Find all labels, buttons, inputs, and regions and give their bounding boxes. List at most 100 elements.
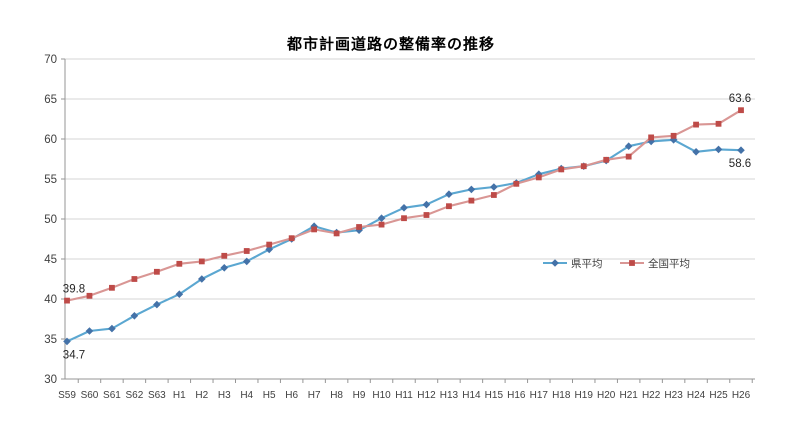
x-tick-label: H12 xyxy=(417,390,436,401)
x-tick-label: H17 xyxy=(530,390,549,401)
data-point-marker xyxy=(333,230,340,237)
data-label-34.7: 34.7 xyxy=(63,349,85,361)
legend-item-prefecture-average: 県平均 xyxy=(543,258,603,270)
data-point-marker xyxy=(400,204,408,212)
data-point-marker xyxy=(580,163,587,170)
chart-title: 都市計画道路の整備率の推移 xyxy=(286,36,495,53)
x-tick-label: H22 xyxy=(642,390,661,401)
data-point-marker xyxy=(422,200,431,209)
y-tick-label: 60 xyxy=(44,134,57,146)
data-point-marker xyxy=(198,275,206,283)
data-point-marker xyxy=(153,300,161,309)
x-tick-label: H13 xyxy=(440,390,459,401)
legend: 県平均 全国平均 xyxy=(543,257,690,270)
data-point-marker xyxy=(311,226,318,233)
data-point-marker xyxy=(445,190,453,198)
data-point-marker xyxy=(446,203,452,210)
x-tick-label: H5 xyxy=(263,390,276,401)
data-point-marker xyxy=(692,148,700,156)
series-line xyxy=(66,138,742,343)
data-point-marker xyxy=(378,221,385,228)
x-tick-label: H8 xyxy=(330,390,343,401)
data-point-marker xyxy=(401,215,407,222)
data-point-marker xyxy=(737,146,745,154)
data-point-marker xyxy=(243,248,250,254)
x-tick-label: H25 xyxy=(709,390,728,401)
data-point-marker xyxy=(423,212,430,218)
axes: 30 35 40 45 50 55 60 65 70 S59 S60 S61 S62 S63 H1 H2 H3 H… xyxy=(44,54,755,401)
y-tick-label: 30 xyxy=(44,374,57,386)
x-tick-label: H18 xyxy=(552,390,571,401)
x-tick-label: H15 xyxy=(485,390,504,401)
data-point-marker xyxy=(221,252,228,259)
y-tick-label: 35 xyxy=(44,334,57,346)
data-point-marker xyxy=(377,214,386,222)
x-tick-label: H10 xyxy=(372,390,391,401)
x-tick-label: H20 xyxy=(597,390,616,401)
data-point-marker xyxy=(176,260,183,267)
data-point-marker xyxy=(558,166,565,173)
data-point-marker xyxy=(535,174,542,181)
data-point-marker xyxy=(220,264,229,272)
data-point-marker xyxy=(242,257,251,266)
x-tick-label: S63 xyxy=(148,390,166,401)
gridlines xyxy=(65,58,755,340)
x-tick-label: S62 xyxy=(126,390,144,401)
x-tick-label: H21 xyxy=(619,390,638,401)
series-national-average xyxy=(64,107,744,304)
data-point-marker xyxy=(108,324,116,333)
x-tick-label: H16 xyxy=(507,390,526,401)
data-point-marker xyxy=(738,107,744,114)
x-tick-label: S59 xyxy=(58,390,76,401)
y-tick-label: 70 xyxy=(44,54,57,66)
y-tick-label: 50 xyxy=(44,214,57,226)
x-tick-label: H6 xyxy=(285,390,298,401)
x-tick-label: H26 xyxy=(732,390,751,401)
data-point-marker xyxy=(715,120,722,127)
x-tick-label: H1 xyxy=(173,390,186,401)
x-tick-label: H2 xyxy=(195,390,208,401)
legend-item-national-average: 全国平均 xyxy=(620,257,690,270)
data-point-marker xyxy=(288,235,295,242)
x-tick-label: H3 xyxy=(218,390,231,401)
data-label-63.6: 63.6 xyxy=(729,93,751,105)
data-point-marker xyxy=(131,276,138,282)
data-point-marker xyxy=(109,284,115,291)
data-point-marker xyxy=(625,153,632,160)
x-tick-label: H23 xyxy=(664,390,683,401)
data-point-marker xyxy=(648,134,655,141)
x-tick-label: H14 xyxy=(462,390,481,401)
y-tick-label: 65 xyxy=(44,94,57,106)
y-tick-label: 55 xyxy=(44,174,57,186)
data-point-marker xyxy=(603,156,610,163)
x-tick-label: H9 xyxy=(353,390,366,401)
data-point-marker xyxy=(266,241,273,248)
data-point-marker xyxy=(63,337,71,346)
legend-label: 全国平均 xyxy=(648,257,690,270)
data-point-marker xyxy=(629,260,635,266)
series-prefecture-average xyxy=(63,136,745,346)
data-label-39.8: 39.8 xyxy=(63,284,85,296)
data-point-marker xyxy=(551,259,559,267)
data-point-marker xyxy=(310,222,318,230)
data-point-marker xyxy=(356,224,362,230)
data-point-marker xyxy=(85,327,94,335)
data-point-marker xyxy=(468,197,475,204)
legend-label: 県平均 xyxy=(571,258,603,270)
x-tick-label: H4 xyxy=(240,390,253,401)
data-point-marker xyxy=(467,185,476,194)
data-point-marker xyxy=(64,297,70,304)
x-tick-label: H7 xyxy=(308,390,321,401)
x-tick-label: S60 xyxy=(81,390,99,401)
x-tick-label: S61 xyxy=(103,390,121,401)
x-tick-label: H19 xyxy=(575,390,594,401)
data-point-marker xyxy=(624,142,633,150)
data-point-marker xyxy=(130,312,139,320)
data-point-marker xyxy=(670,132,677,139)
y-tick-label: 40 xyxy=(44,294,57,306)
data-point-marker xyxy=(513,180,520,187)
data-point-marker xyxy=(86,292,93,299)
data-point-marker xyxy=(490,183,498,191)
